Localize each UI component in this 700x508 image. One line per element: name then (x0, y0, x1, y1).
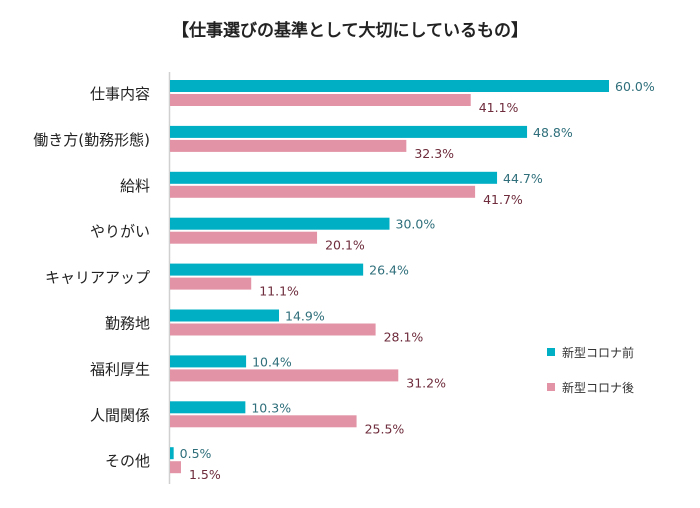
legend-label-after: 新型コロナ後 (562, 380, 634, 395)
bar-after (170, 369, 399, 382)
data-label-before: 10.3% (251, 400, 291, 415)
bar-before (170, 263, 364, 276)
category-label: 仕事内容 (90, 85, 150, 103)
data-label-before: 30.0% (396, 217, 436, 232)
data-label-before: 60.0% (615, 79, 655, 94)
bar-after (170, 94, 471, 106)
bar-after (170, 231, 318, 244)
data-label-after: 11.1% (259, 284, 299, 299)
category-label: 福利厚生 (90, 360, 150, 378)
data-label-after: 28.1% (384, 330, 424, 345)
category-label: キャリアアップ (45, 269, 150, 287)
bar-before (170, 355, 247, 368)
category-label: 人間関係 (90, 406, 150, 424)
legend-swatch-before (547, 348, 555, 356)
bar-after (170, 461, 181, 474)
category-label: その他 (105, 452, 150, 470)
bar-before (170, 447, 174, 460)
legend: 新型コロナ前 新型コロナ後 (547, 345, 634, 395)
data-label-after: 20.1% (325, 238, 365, 253)
category-label: 働き方(勤務形態) (33, 131, 150, 149)
data-label-before: 14.9% (285, 309, 325, 324)
bar-before (170, 217, 390, 230)
bar-after (170, 323, 376, 336)
data-label-after: 25.5% (365, 421, 405, 436)
data-label-before: 0.5% (180, 446, 212, 461)
data-label-before: 48.8% (533, 125, 573, 140)
legend-label-before: 新型コロナ前 (562, 345, 634, 360)
data-label-after: 41.7% (483, 192, 523, 207)
bar-after (170, 415, 357, 428)
chart-title: 【仕事選びの基準として大切にしているもの】 (172, 20, 528, 41)
category-label: 給料 (120, 177, 150, 195)
data-label-before: 26.4% (369, 263, 409, 278)
bar-before (170, 309, 280, 322)
data-label-before: 44.7% (503, 171, 543, 186)
bar-before (170, 125, 528, 138)
bar-after (170, 185, 476, 198)
category-label: 勤務地 (105, 315, 150, 333)
bar-before (170, 401, 246, 414)
legend-swatch-after (547, 383, 555, 391)
data-label-before: 10.4% (252, 354, 292, 369)
data-label-after: 41.1% (479, 100, 519, 115)
category-label: やりがい (90, 223, 150, 241)
bar-before (170, 80, 609, 92)
data-label-after: 32.3% (414, 146, 454, 161)
bar-before (170, 171, 498, 184)
data-label-after: 31.2% (406, 375, 446, 390)
bar-after (170, 277, 252, 290)
bar-after (170, 139, 407, 152)
data-label-after: 1.5% (189, 467, 221, 482)
